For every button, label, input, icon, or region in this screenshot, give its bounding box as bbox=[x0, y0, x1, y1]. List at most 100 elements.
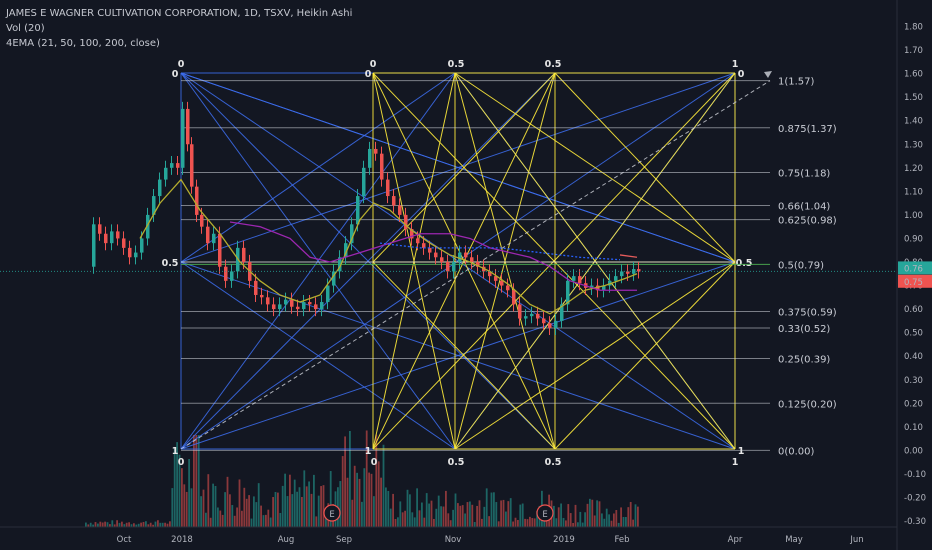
volume-bar bbox=[392, 493, 394, 527]
volume-bar bbox=[380, 477, 382, 527]
volume-bar bbox=[308, 481, 310, 527]
candle-body bbox=[518, 304, 522, 319]
y-tick-label: -0.30 bbox=[904, 517, 926, 527]
volume-bar bbox=[159, 522, 162, 527]
volume-bar bbox=[629, 501, 632, 527]
volume-bar bbox=[500, 500, 502, 527]
volume-bar bbox=[85, 522, 87, 527]
x-tick-label: Nov bbox=[445, 535, 462, 545]
volume-bar bbox=[589, 498, 591, 527]
legend-title[interactable]: JAMES E WAGNER CULTIVATION CORPORATION, … bbox=[6, 8, 353, 19]
candle-body bbox=[92, 224, 96, 267]
volume-bar bbox=[497, 521, 500, 527]
ema-21-line bbox=[139, 178, 638, 315]
candle-body bbox=[458, 252, 462, 262]
volume-bar bbox=[349, 430, 351, 527]
y-tick-label: 0.40 bbox=[904, 352, 923, 362]
candle-body bbox=[122, 238, 126, 248]
volume-bar bbox=[116, 520, 118, 527]
volume-bar bbox=[452, 509, 454, 527]
volume-bar bbox=[291, 494, 294, 527]
gann-label: 1 bbox=[365, 446, 372, 457]
candle-body bbox=[176, 163, 180, 168]
fib-trend-line bbox=[180, 80, 771, 450]
candle-body bbox=[374, 148, 378, 154]
candle-body bbox=[320, 302, 324, 310]
candle-body bbox=[626, 271, 630, 274]
y-tick-label: 1.20 bbox=[904, 164, 923, 174]
volume-bar bbox=[373, 496, 375, 527]
volume-bar bbox=[265, 514, 267, 527]
candle-body bbox=[524, 316, 528, 319]
volume-bar bbox=[118, 522, 121, 527]
volume-bar bbox=[231, 505, 234, 527]
candle-body bbox=[398, 205, 402, 215]
ema-layer bbox=[139, 178, 638, 315]
gann-yellow-line bbox=[454, 261, 736, 450]
volume-bar bbox=[387, 490, 390, 527]
candle-body bbox=[428, 247, 432, 253]
x-tick-label: 2019 bbox=[553, 535, 575, 545]
volume-bar bbox=[485, 488, 488, 527]
volume-bar bbox=[329, 471, 332, 527]
candle-body bbox=[506, 285, 510, 291]
volume-bar bbox=[181, 468, 183, 527]
volume-bar bbox=[601, 513, 603, 527]
legend-ema[interactable]: 4EMA (21, 50, 100, 200, close) bbox=[6, 38, 160, 49]
volume-bar bbox=[471, 504, 474, 527]
volume-bar bbox=[404, 510, 406, 527]
volume-bar bbox=[212, 483, 214, 527]
volume-bar bbox=[363, 468, 366, 527]
volume-bar bbox=[440, 506, 442, 527]
fib-fan-level-label: 0.25(0.39) bbox=[778, 355, 830, 366]
volume-bar bbox=[320, 486, 322, 527]
volume-bar bbox=[586, 503, 589, 527]
y-tick-label: 1.70 bbox=[904, 46, 923, 56]
volume-bar bbox=[137, 523, 140, 527]
volume-bar bbox=[253, 496, 255, 527]
candle-body bbox=[206, 226, 210, 244]
volume-bar bbox=[389, 508, 392, 527]
volume-bar bbox=[377, 461, 380, 527]
candle-body bbox=[434, 252, 438, 258]
gann-blue-line bbox=[180, 72, 556, 450]
volume-bar bbox=[289, 474, 291, 527]
candle-body bbox=[278, 304, 282, 310]
gann-blue-line bbox=[180, 261, 456, 450]
volume-bar bbox=[140, 522, 142, 527]
volume-bar bbox=[178, 454, 181, 527]
legend-volume[interactable]: Vol (20) bbox=[6, 23, 45, 34]
volume-bar bbox=[555, 518, 558, 527]
volume-bar bbox=[233, 515, 236, 527]
candle-body bbox=[98, 224, 102, 234]
gann-label: 1 bbox=[732, 59, 739, 70]
volume-bar bbox=[344, 436, 346, 527]
volume-bar bbox=[490, 492, 493, 527]
volume-bar bbox=[435, 508, 438, 527]
gann-yellow-line bbox=[372, 72, 556, 450]
volume-bar bbox=[445, 490, 447, 527]
volume-bar bbox=[473, 521, 476, 527]
volume-bar bbox=[145, 521, 147, 527]
volume-bar bbox=[622, 516, 625, 527]
chart-legend: JAMES E WAGNER CULTIVATION CORPORATION, … bbox=[6, 6, 352, 51]
gann-label: 0 bbox=[371, 457, 378, 468]
candle-body bbox=[284, 299, 288, 305]
price-tag-label: 0.75 bbox=[904, 278, 923, 288]
candle-body bbox=[326, 285, 330, 303]
candle-body bbox=[440, 257, 444, 262]
fib-fan-layer: 1(1.57) 0.875(1.37) 0.75(1.18) 0.66(1.04) 0.… bbox=[180, 71, 837, 457]
volume-bar bbox=[217, 507, 219, 527]
gann-label: 0 bbox=[178, 59, 185, 70]
volume-bar bbox=[507, 501, 510, 527]
gann-label: 0.5 bbox=[162, 258, 179, 269]
gann-label: 0.5 bbox=[448, 59, 465, 70]
x-tick-label: Feb bbox=[614, 535, 629, 545]
x-tick-label: 2018 bbox=[171, 535, 193, 545]
y-tick-label: 1.80 bbox=[904, 23, 923, 33]
volume-bar bbox=[339, 481, 342, 527]
volume-bar bbox=[481, 518, 483, 527]
volume-bar bbox=[104, 521, 106, 527]
